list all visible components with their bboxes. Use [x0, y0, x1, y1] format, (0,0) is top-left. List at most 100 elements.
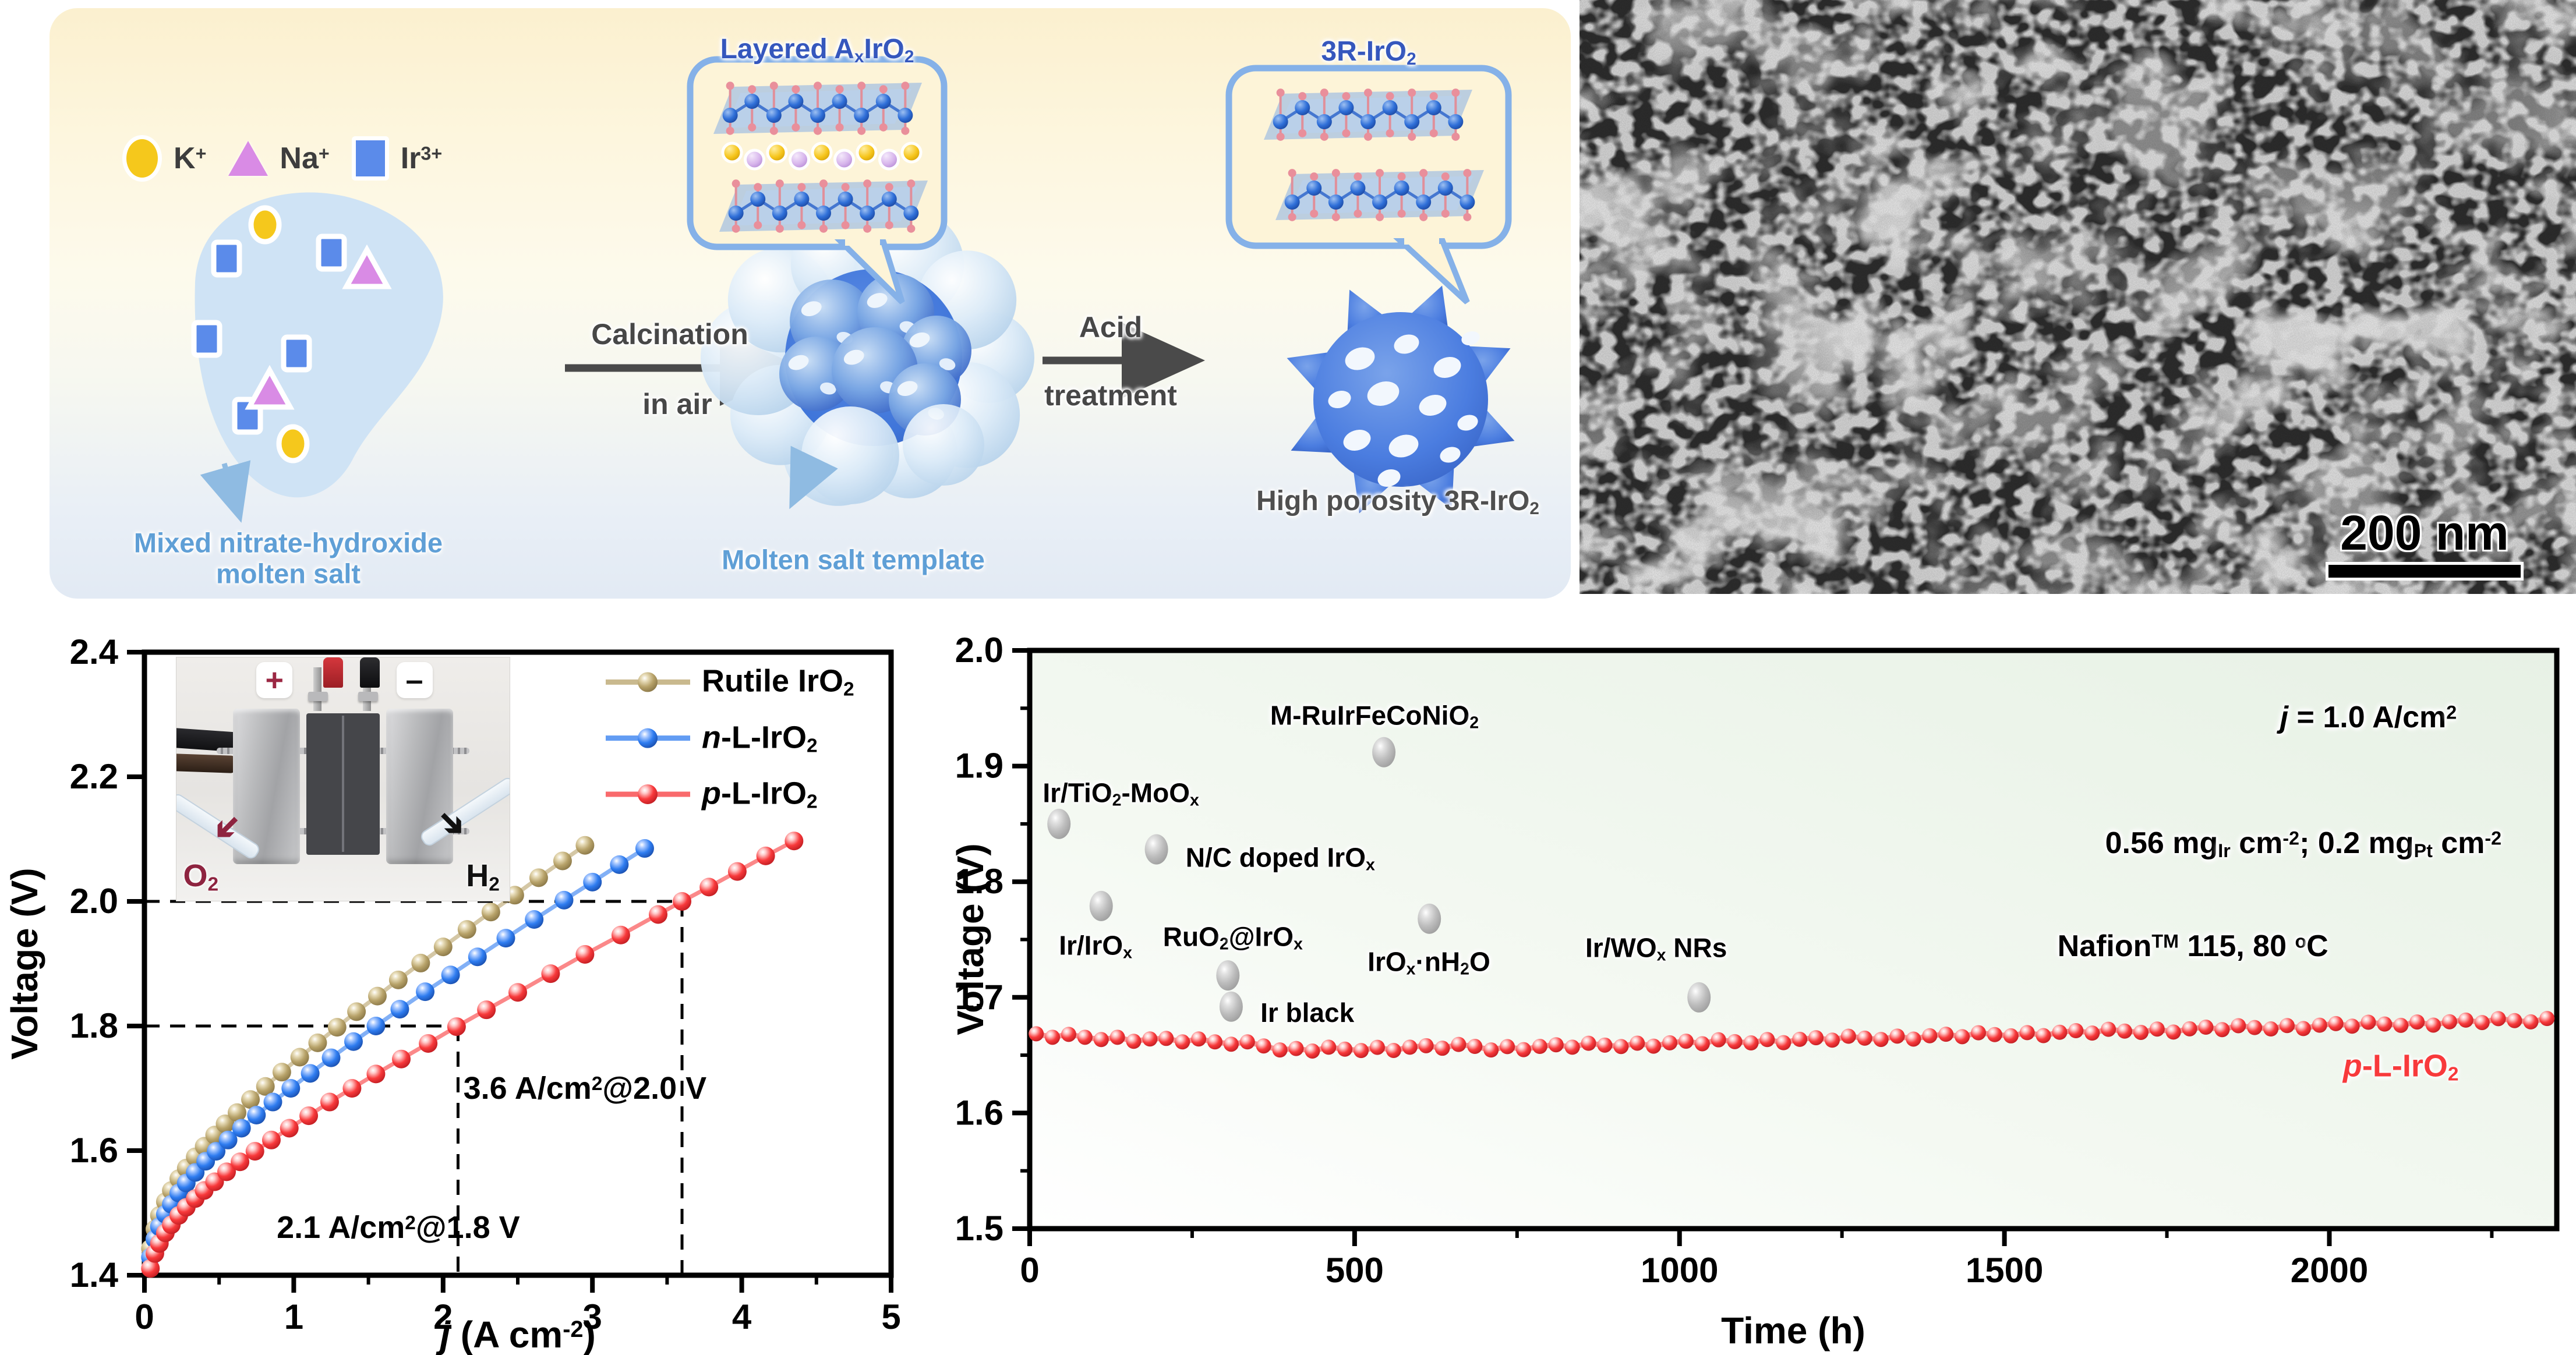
- data-point: [477, 1000, 496, 1020]
- y-tick-label: 2.0: [955, 631, 1003, 670]
- blob-pointer-arrow: [200, 460, 251, 523]
- data-point: [2361, 1014, 2376, 1030]
- data-point: [1515, 1042, 1531, 1057]
- benchmark-label: M-RuIrFeCoNiO2: [1270, 700, 1479, 733]
- ir-atom: [860, 206, 875, 221]
- data-point: [392, 1049, 411, 1069]
- na-ion: [833, 148, 855, 171]
- pore-hole: [1419, 394, 1447, 416]
- data-point: [1077, 1029, 1093, 1045]
- ir-atom: [875, 94, 891, 109]
- o-atom: [835, 85, 844, 94]
- data-point: [1955, 1029, 1970, 1045]
- ir-atom: [1273, 114, 1288, 129]
- ir-atom: [766, 108, 782, 123]
- o-atom: [754, 221, 762, 229]
- legend-item-ir: Ir3+: [351, 136, 443, 181]
- data-point: [583, 872, 602, 891]
- k-ion-icon: [122, 135, 162, 182]
- data-point: [785, 832, 804, 851]
- ir-atom: [1394, 181, 1409, 196]
- condition-annotation: 0.56 mgIr cm-2; 0.2 mgPt cm-2: [2105, 826, 2502, 861]
- data-point: [2490, 1011, 2506, 1027]
- o-atom: [1386, 92, 1394, 101]
- o-atom: [907, 224, 916, 233]
- o-atom: [748, 85, 757, 94]
- ir-atom: [744, 94, 760, 109]
- ir-ion-label: Ir3+: [400, 141, 443, 175]
- data-point: [673, 892, 692, 911]
- o-atom: [1364, 89, 1372, 97]
- scale-bar-label: 200 nm: [2340, 505, 2509, 560]
- plot-background: [1030, 650, 2557, 1229]
- legend-label: p-L-IrO2: [702, 776, 818, 813]
- data-point: [342, 1079, 362, 1098]
- data-point: [344, 1032, 363, 1051]
- data-point: [508, 983, 527, 1002]
- data-point: [1532, 1039, 1547, 1055]
- ir-ion-icon: [351, 136, 389, 181]
- o-atom: [797, 183, 806, 192]
- data-point: [1483, 1042, 1499, 1058]
- layered-callout-title: Layered AxIrO2: [720, 34, 914, 66]
- data-point: [1126, 1034, 1142, 1049]
- o-atom: [1408, 132, 1416, 141]
- cathode-nut: [358, 691, 378, 701]
- crystal-slab: [713, 82, 922, 135]
- data-point: [218, 1130, 238, 1149]
- data-point: [727, 862, 747, 881]
- ir-atom: [1295, 100, 1310, 115]
- y-tick-label: 1.9: [955, 747, 1003, 786]
- x-tick-label: 500: [1326, 1251, 1384, 1290]
- o-atom: [1419, 213, 1428, 221]
- precursor-label: Mixed nitrate-hydroxide molten salt: [133, 527, 443, 589]
- ir-atom: [750, 192, 766, 207]
- data-point: [2523, 1014, 2539, 1029]
- k-ion-label: K+: [174, 141, 207, 175]
- data-point: [2441, 1014, 2457, 1029]
- data-point: [1987, 1027, 2002, 1042]
- legend-item-k: K+: [122, 135, 206, 182]
- acid-label-line1: Acid: [1079, 311, 1143, 344]
- data-point: [2231, 1018, 2246, 1034]
- x-tick-label: 1: [284, 1297, 303, 1336]
- data-point: [447, 1017, 466, 1036]
- ir-atom: [1328, 194, 1344, 210]
- o-atom: [726, 126, 734, 135]
- data-point: [1727, 1034, 1743, 1049]
- pore-hole: [939, 358, 956, 370]
- cluster-pointer-arrow: [789, 445, 838, 510]
- x-tick-label: 0: [135, 1297, 154, 1336]
- data-point: [262, 1130, 281, 1149]
- o-atom: [1451, 89, 1460, 97]
- o-atom: [726, 82, 734, 90]
- data-point: [227, 1103, 246, 1122]
- positive-terminal-badge: +: [256, 662, 293, 698]
- o-atom: [1320, 132, 1328, 141]
- o-atom: [1386, 129, 1394, 137]
- o2-label: O2: [183, 858, 219, 896]
- data-point: [141, 1259, 160, 1278]
- template-label: Molten salt template: [722, 544, 985, 575]
- ir-atom: [838, 192, 853, 207]
- anode-nut: [308, 691, 328, 701]
- data-point: [1711, 1032, 1726, 1048]
- o-atom: [1463, 169, 1472, 178]
- series-line: [148, 839, 795, 1269]
- plus-sign: +: [265, 663, 284, 698]
- synthesis-schematic-panel: K+ Na+ Ir3+ Mixed nitrate-hydroxide molte…: [50, 8, 1571, 599]
- data-point: [1597, 1037, 1613, 1053]
- o-atom: [863, 224, 872, 233]
- data-point: [1970, 1025, 1986, 1041]
- crystal-slab: [1264, 89, 1472, 141]
- data-point: [1386, 1042, 1401, 1058]
- ir-atom: [816, 206, 831, 221]
- pore-hole: [819, 382, 836, 395]
- x-tick-label: 5: [881, 1297, 900, 1336]
- salt-bubble: [801, 406, 899, 504]
- data-point: [2019, 1025, 2035, 1041]
- salt-bubble: [903, 404, 984, 486]
- o-atom: [901, 126, 910, 135]
- y-tick-label: 1.6: [70, 1131, 118, 1170]
- data-point: [419, 1034, 438, 1053]
